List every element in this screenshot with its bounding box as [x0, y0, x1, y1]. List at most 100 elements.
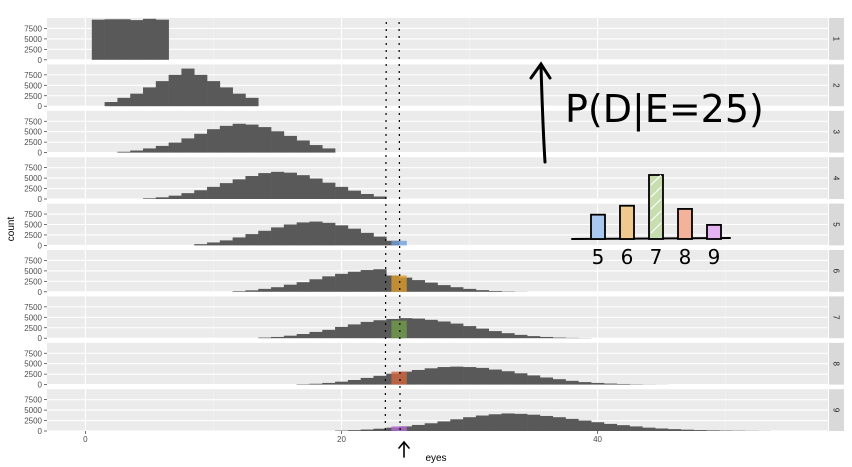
- histogram-bar: [104, 19, 118, 60]
- histogram-bar: [411, 424, 425, 431]
- y-tick-label: 2500: [24, 370, 42, 379]
- histogram-bar: [335, 186, 349, 199]
- histogram-bar: [283, 224, 297, 246]
- histogram-bar: [271, 227, 285, 246]
- histogram-bar: [360, 429, 374, 431]
- histogram-bar: [91, 19, 105, 60]
- histogram-bar: [130, 20, 144, 60]
- histogram-bar: [271, 336, 285, 339]
- histogram-bar: [168, 142, 182, 153]
- x-tick-label: 40: [593, 435, 602, 444]
- histogram-bar: [296, 140, 310, 153]
- histogram-bar: [258, 230, 272, 246]
- facet-strip-1: 1: [829, 18, 844, 60]
- histogram-bar: [475, 328, 490, 339]
- histogram-bar: [296, 175, 310, 199]
- histogram-bar: [296, 222, 310, 246]
- histogram-bar: [232, 123, 246, 153]
- histogram-bar: [501, 371, 515, 385]
- histogram-bar: [411, 369, 425, 385]
- histogram-bar: [232, 93, 246, 107]
- y-tick-label: 0: [38, 102, 43, 111]
- histogram-bar: [360, 377, 374, 385]
- y-tick-label: 0: [38, 288, 43, 297]
- y-tick-label: 0: [38, 241, 43, 250]
- strip-label: 9: [832, 408, 841, 413]
- histogram-bar: [181, 68, 195, 107]
- x-tick-label: 0: [83, 435, 88, 444]
- histogram-bar: [219, 125, 233, 153]
- histogram-bar: [437, 421, 451, 431]
- facet-strip-2: 2: [829, 64, 844, 107]
- y-tick-label: 0: [38, 381, 43, 390]
- inset-hatch: [650, 210, 662, 222]
- strip-label: 7: [832, 315, 841, 320]
- histogram-bar: [155, 19, 169, 60]
- y-tick-label: 2500: [24, 185, 42, 194]
- histogram-bar: [424, 319, 438, 339]
- y-tick-label: 5000: [24, 81, 42, 90]
- histogram-bar: [347, 380, 361, 385]
- histogram-bar: [322, 148, 336, 153]
- highlight-bar-9: [391, 426, 407, 431]
- histogram-bar: [347, 271, 361, 292]
- histogram-bar: [373, 196, 387, 199]
- strip-label: 2: [832, 83, 841, 88]
- histogram-bar: [271, 131, 285, 153]
- y-tick-label: 0: [38, 334, 43, 343]
- histogram-bar: [527, 336, 541, 339]
- facet-strip-6: 6: [829, 250, 844, 292]
- histogram-bar: [501, 333, 515, 339]
- histogram-bar: [706, 430, 720, 431]
- histogram-bar: [130, 93, 144, 107]
- y-tick-label: 2500: [24, 277, 42, 286]
- histogram-bar: [578, 420, 592, 431]
- histogram-bar: [271, 171, 285, 199]
- y-tick-label: 2500: [24, 45, 42, 54]
- histogram-bar: [232, 179, 246, 199]
- inset-bar: [677, 208, 693, 240]
- histogram-bar: [463, 367, 477, 385]
- y-tick-label: 5000: [24, 360, 42, 369]
- histogram-bar: [143, 198, 157, 199]
- histogram-bar: [219, 183, 233, 199]
- annotation-formula: P(D|E=25): [565, 87, 764, 132]
- highlight-bar-8: [391, 371, 407, 385]
- histogram-bar: [514, 373, 528, 385]
- histogram-bar: [309, 383, 323, 385]
- y-tick-label: 7500: [24, 117, 42, 126]
- histogram-bar: [194, 190, 208, 199]
- histogram-bar: [322, 382, 336, 385]
- strip-label: 6: [832, 269, 841, 274]
- histogram-bar: [475, 415, 490, 431]
- inset-hatch: [650, 222, 662, 234]
- strip-label: 3: [832, 129, 841, 134]
- histogram-bar: [527, 375, 541, 385]
- y-tick-label: 7500: [24, 349, 42, 358]
- histogram-bar: [488, 414, 502, 431]
- histogram-bar: [360, 270, 374, 292]
- strip-label: 8: [832, 361, 841, 366]
- strip-background: [829, 250, 844, 292]
- histogram-bar: [104, 102, 118, 107]
- histogram-bar: [347, 228, 361, 246]
- inset-bar: [590, 213, 606, 240]
- y-tick-label: 7500: [24, 24, 42, 33]
- histogram-bar: [335, 381, 349, 385]
- y-tick-label: 7500: [24, 256, 42, 265]
- histogram-bar: [283, 135, 297, 153]
- histogram-bar: [296, 282, 310, 292]
- inset-hatch: [650, 186, 662, 198]
- histogram-bar: [283, 172, 297, 199]
- histogram-bar: [539, 415, 554, 431]
- facet-strip-4: 4: [829, 157, 844, 199]
- inset-category-label: 8: [679, 245, 692, 269]
- histogram-bar: [527, 414, 541, 431]
- histogram-bar: [168, 74, 182, 107]
- histogram-bar: [616, 383, 630, 385]
- histogram-bar: [552, 379, 566, 385]
- inset-category-label: 9: [708, 245, 721, 269]
- histogram-bar: [258, 288, 272, 292]
